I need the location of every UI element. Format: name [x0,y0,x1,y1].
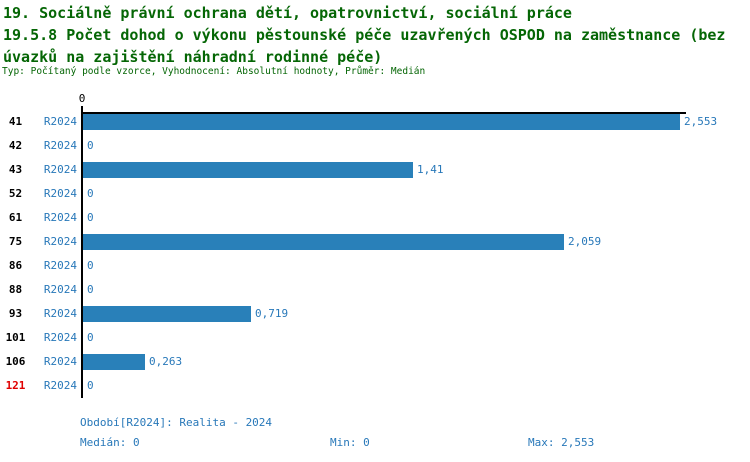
y-axis-line [81,106,83,398]
report-meta: Typ: Počítaný podle vzorce, Vyhodnocení:… [2,66,426,77]
org-number-label: 42 [8,139,23,152]
value-label: 2,553 [684,115,718,128]
period-label: R2024 [43,211,77,224]
chart-row: 42 R2024 0 [0,134,750,158]
period-label: R2024 [43,115,77,128]
value-label: 0 [87,379,94,392]
value-label: 0 [87,139,94,152]
x-axis-line [81,112,686,114]
report-title-line2: 19.5.8 Počet dohod o výkonu pěstounské p… [3,26,726,44]
org-number-label: 52 [8,187,23,200]
chart-row: 61 R2024 0 [0,206,750,230]
report-title-line1: 19. Sociálně právní ochrana dětí, opatro… [3,4,572,22]
chart-row: 121 R2024 0 [0,374,750,398]
value-label: 0,263 [149,355,183,368]
period-label: R2024 [43,355,77,368]
org-number-label: 106 [5,355,26,368]
chart-row: 106 R2024 0,263 [0,350,750,374]
value-label: 1,41 [417,163,444,176]
footer-median-label: Medián: 0 [80,436,140,449]
value-label: 0 [87,187,94,200]
period-label: R2024 [43,331,77,344]
org-number-label: 121 [5,379,26,392]
chart-row: 41 R2024 2,553 [0,110,750,134]
value-label: 0 [87,283,94,296]
chart-row: 88 R2024 0 [0,278,750,302]
value-bar [83,114,680,130]
org-number-label: 43 [8,163,23,176]
x-axis-tick-label: 0 [78,92,86,105]
value-label: 2,059 [568,235,602,248]
value-bar [83,306,251,322]
org-number-label: 86 [8,259,23,272]
value-bar [83,354,145,370]
chart-row: 86 R2024 0 [0,254,750,278]
chart-row: 101 R2024 0 [0,326,750,350]
value-bar [83,234,564,250]
value-bar [83,162,413,178]
org-number-label: 88 [8,283,23,296]
report-title-line3: úvazků na zajištění náhradní rodinné péč… [3,48,383,66]
org-number-label: 41 [8,115,23,128]
chart-row: 93 R2024 0,719 [0,302,750,326]
period-label: R2024 [43,139,77,152]
footer-max-label: Max: 2,553 [528,436,595,449]
chart-row: 75 R2024 2,059 [0,230,750,254]
footer-min-label: Min: 0 [330,436,370,449]
period-label: R2024 [43,187,77,200]
org-number-label: 61 [8,211,23,224]
chart-row: 52 R2024 0 [0,182,750,206]
period-label: R2024 [43,235,77,248]
org-number-label: 75 [8,235,23,248]
value-label: 0 [87,211,94,224]
period-label: R2024 [43,283,77,296]
period-label: R2024 [43,259,77,272]
org-number-label: 93 [8,307,23,320]
period-label: R2024 [43,163,77,176]
footer-period-label: Období[R2024]: Realita - 2024 [80,416,273,429]
value-label: 0 [87,331,94,344]
chart-row: 43 R2024 1,41 [0,158,750,182]
period-label: R2024 [43,379,77,392]
value-label: 0,719 [255,307,289,320]
value-label: 0 [87,259,94,272]
period-label: R2024 [43,307,77,320]
org-number-label: 101 [5,331,26,344]
